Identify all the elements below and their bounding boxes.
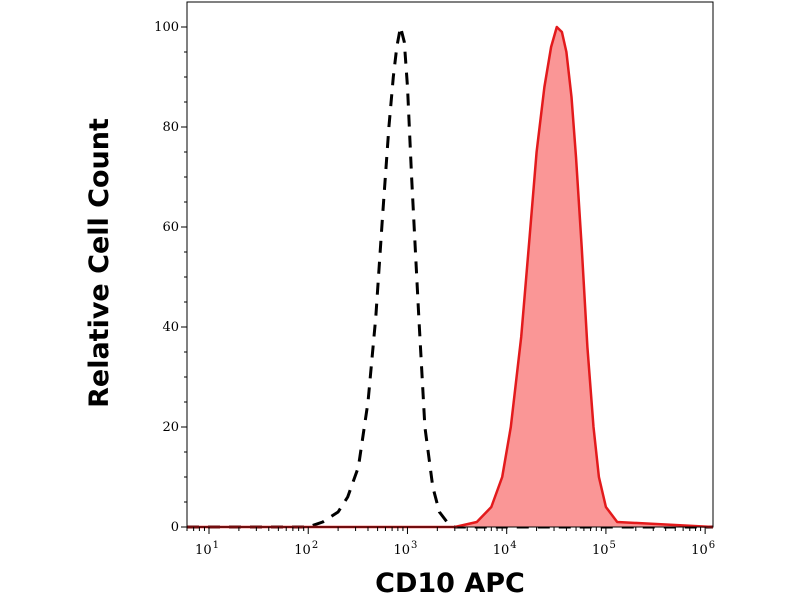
plot-frame [186,1,714,528]
series-0-line [187,25,713,529]
series-1-line [187,25,714,529]
x-tick-exponent: 3 [411,540,417,551]
series-1-area [187,27,713,527]
y-tick-label: 0 [171,520,179,535]
x-tick-label: 101 [195,540,219,558]
x-axis-title: CD10 APC [375,568,525,599]
y-tick-label: 80 [162,120,179,135]
y-tick-label: 40 [162,320,179,335]
y-tick-label: 20 [162,420,179,435]
x-tick-label: 102 [294,540,318,558]
x-tick-exponent: 4 [510,540,516,551]
x-tick-exponent: 1 [213,540,219,551]
x-tick-label: 105 [592,540,616,558]
y-axis-title: Relative Cell Count [84,118,115,408]
x-tick-exponent: 6 [709,540,715,551]
x-tick-label: 103 [394,540,418,558]
y-tick-label: 100 [154,20,179,35]
x-axis: 101 102 103 104 105 106 [186,527,715,558]
x-tick-exponent: 5 [610,540,616,551]
x-tick-exponent: 2 [312,540,318,551]
y-axis: 0 20 40 60 80 100 [154,20,187,535]
x-tick-label: 104 [493,540,517,558]
y-tick-label: 60 [162,220,179,235]
plot-border [186,1,714,528]
series-layer [187,25,714,529]
x-tick-label: 106 [691,540,715,558]
